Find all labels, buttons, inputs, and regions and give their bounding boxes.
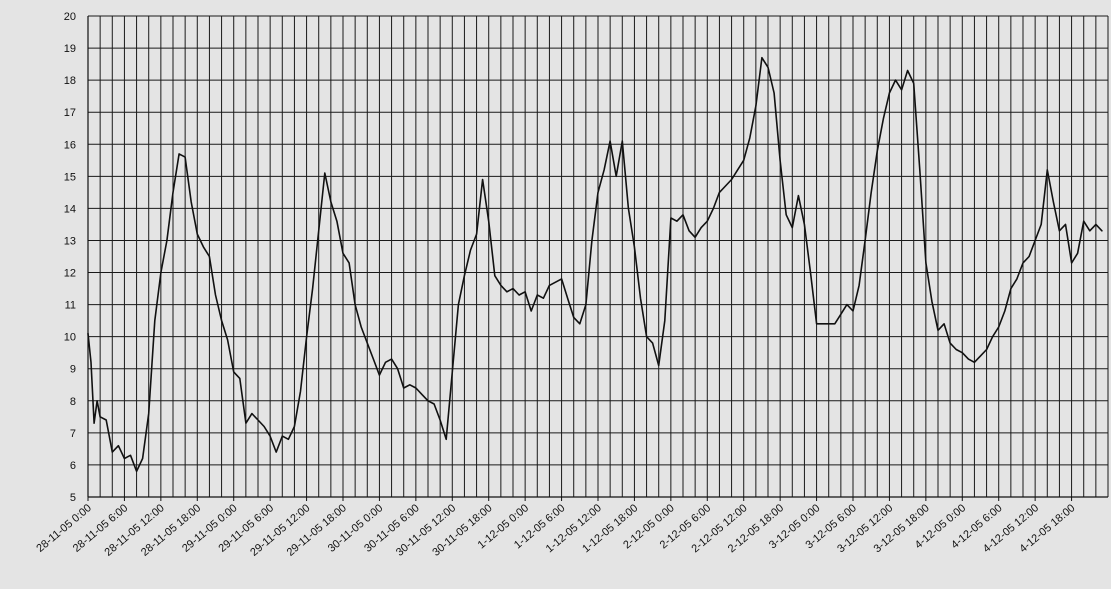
y-tick-label: 17 (64, 107, 76, 119)
y-tick-label: 5 (70, 492, 76, 504)
y-tick-label: 8 (70, 396, 76, 408)
y-tick-label: 18 (64, 75, 76, 87)
y-tick-label: 10 (64, 332, 76, 344)
y-tick-label: 7 (70, 428, 76, 440)
y-tick-label: 19 (64, 43, 76, 55)
y-tick-label: 15 (64, 171, 76, 183)
y-tick-label: 16 (64, 139, 76, 151)
y-tick-label: 6 (70, 460, 76, 472)
y-tick-label: 14 (64, 203, 76, 215)
y-tick-label: 11 (65, 300, 76, 312)
y-tick-label: 12 (64, 268, 76, 280)
y-tick-label: 20 (64, 11, 76, 23)
y-tick-label: 9 (70, 364, 76, 376)
y-tick-label: 13 (64, 235, 76, 247)
